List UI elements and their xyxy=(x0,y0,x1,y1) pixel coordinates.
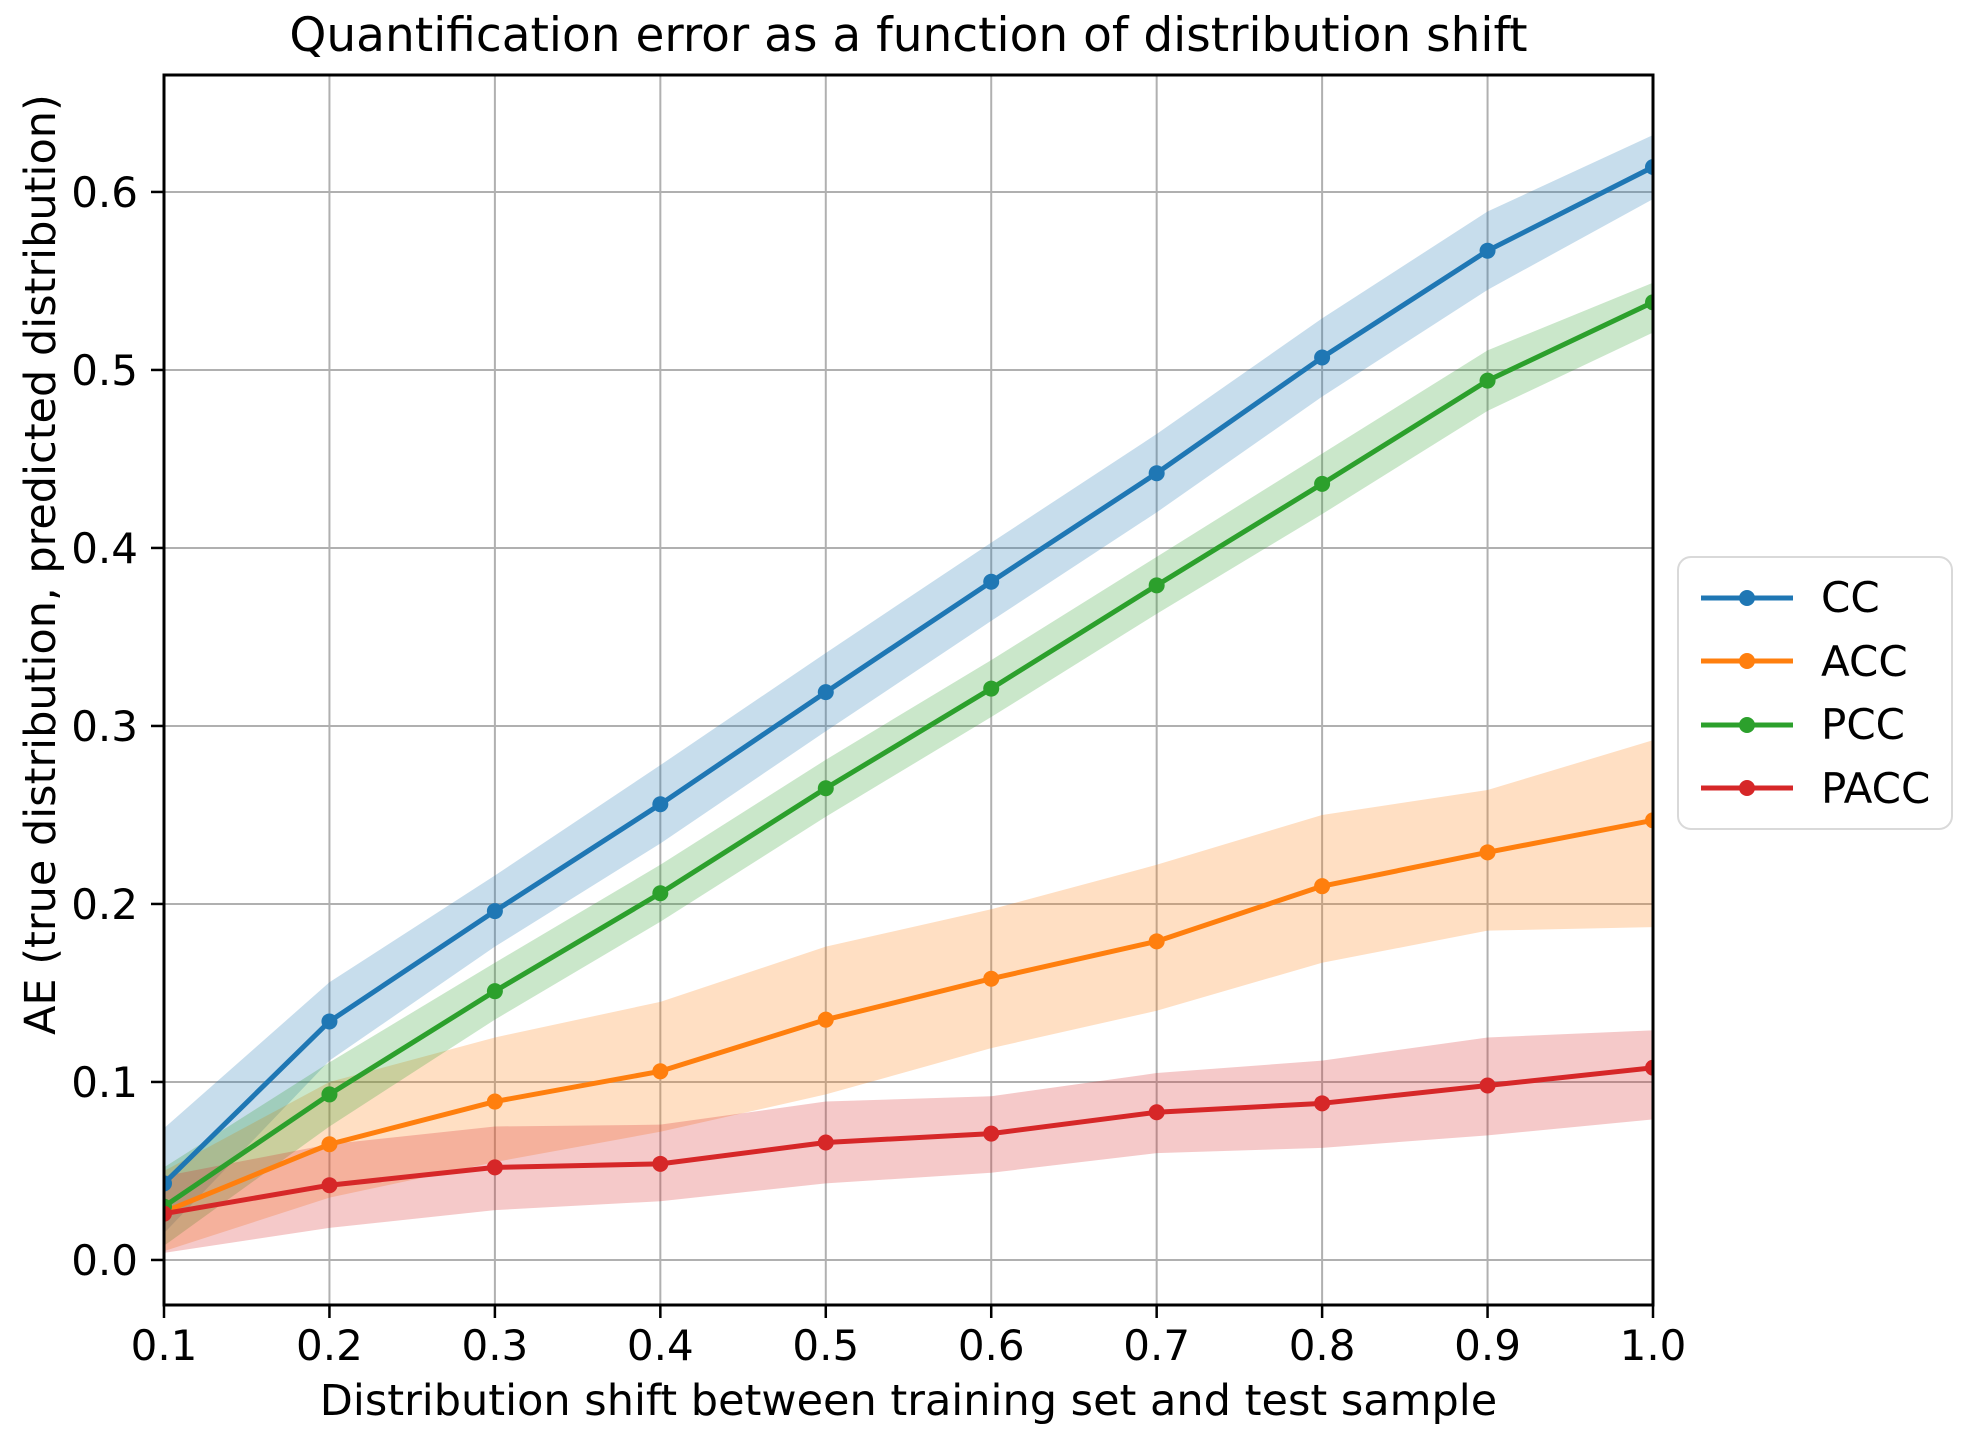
data-point-CC xyxy=(652,796,669,813)
data-point-ACC xyxy=(321,1136,338,1153)
data-point-PCC xyxy=(1479,372,1496,389)
x-tick-label: 0.3 xyxy=(461,1321,528,1370)
legend-entry-ACC: ACC xyxy=(1679,637,1951,686)
data-point-PCC xyxy=(817,780,834,797)
series-line-CC xyxy=(164,164,1653,1186)
legend-label-ACC: ACC xyxy=(1821,636,1908,686)
x-tick-label: 1.0 xyxy=(1620,1321,1687,1370)
x-tick-label: 0.5 xyxy=(792,1321,859,1370)
data-point-PACC xyxy=(817,1134,834,1151)
legend-line-sample-PACC xyxy=(1701,780,1793,797)
x-tick-label: 0.4 xyxy=(627,1321,694,1370)
chart-title: Quantification error as a function of di… xyxy=(289,8,1528,63)
legend-entry-PACC: PACC xyxy=(1679,764,1951,813)
data-point-CC xyxy=(983,573,1000,590)
legend-entry-PCC: PCC xyxy=(1679,700,1951,749)
legend-label-PACC: PACC xyxy=(1821,763,1931,813)
y-tick-label: 0.1 xyxy=(71,1058,138,1107)
data-point-CC xyxy=(486,903,503,920)
y-tick-label: 0.3 xyxy=(71,702,138,751)
data-point-PCC xyxy=(652,885,669,902)
data-point-CC xyxy=(164,1175,172,1192)
data-point-ACC xyxy=(1479,844,1496,861)
series-line-PCC xyxy=(164,299,1653,1210)
data-point-CC xyxy=(1314,349,1331,366)
x-tick-label: 0.1 xyxy=(131,1321,198,1370)
data-point-PCC xyxy=(1645,294,1653,311)
data-point-PACC xyxy=(652,1155,669,1172)
legend-label-PCC: PCC xyxy=(1821,700,1905,750)
data-point-ACC xyxy=(983,970,1000,987)
legend-label-CC: CC xyxy=(1821,573,1880,623)
data-point-ACC xyxy=(486,1093,503,1110)
data-point-ACC xyxy=(652,1063,669,1080)
x-tick-label: 0.2 xyxy=(296,1321,363,1370)
data-point-PCC xyxy=(321,1086,338,1103)
legend: CC ACC PCC PACC xyxy=(1677,556,1953,830)
data-point-PCC xyxy=(486,983,503,1000)
y-tick-label: 0.5 xyxy=(71,346,138,395)
data-point-CC xyxy=(817,684,834,701)
data-point-PCC xyxy=(983,680,1000,697)
data-point-PACC xyxy=(1479,1077,1496,1094)
data-point-PACC xyxy=(164,1205,172,1222)
data-point-PACC xyxy=(983,1125,1000,1142)
series-line-ACC xyxy=(164,817,1653,1215)
legend-line-sample-CC xyxy=(1701,589,1793,606)
data-point-PACC xyxy=(1148,1104,1165,1121)
data-point-CC xyxy=(1645,159,1653,176)
data-point-PACC xyxy=(1314,1095,1331,1112)
data-point-PCC xyxy=(1314,475,1331,492)
data-point-PACC xyxy=(486,1159,503,1176)
data-point-ACC xyxy=(1314,878,1331,895)
series-line-PACC xyxy=(164,1065,1653,1217)
data-point-CC xyxy=(321,1013,338,1030)
x-tick-label: 0.8 xyxy=(1289,1321,1356,1370)
confidence-band-PACC xyxy=(164,1030,1653,1253)
legend-entry-CC: CC xyxy=(1679,573,1951,622)
data-point-CC xyxy=(1148,465,1165,482)
data-point-ACC xyxy=(1148,933,1165,950)
confidence-band-PCC xyxy=(164,282,1653,1246)
x-axis-label: Distribution shift between training set … xyxy=(319,1376,1498,1426)
data-point-PACC xyxy=(321,1177,338,1194)
y-tick-label: 0.4 xyxy=(71,524,138,573)
y-tick-label: 0.2 xyxy=(71,880,138,929)
data-point-PCC xyxy=(1148,577,1165,594)
confidence-band-ACC xyxy=(164,740,1653,1252)
y-tick-label: 0.6 xyxy=(71,168,138,217)
data-point-ACC xyxy=(817,1011,834,1028)
legend-line-sample-PCC xyxy=(1701,716,1793,733)
data-point-ACC xyxy=(1645,812,1653,829)
y-tick-label: 0.0 xyxy=(71,1236,138,1285)
data-point-CC xyxy=(1479,242,1496,259)
x-tick-label: 0.9 xyxy=(1454,1321,1521,1370)
data-point-PACC xyxy=(1645,1059,1653,1076)
legend-line-sample-ACC xyxy=(1701,653,1793,670)
x-tick-label: 0.6 xyxy=(958,1321,1025,1370)
x-tick-label: 0.7 xyxy=(1123,1321,1190,1370)
axes-spines xyxy=(162,73,1655,1307)
confidence-band-CC xyxy=(164,134,1653,1234)
